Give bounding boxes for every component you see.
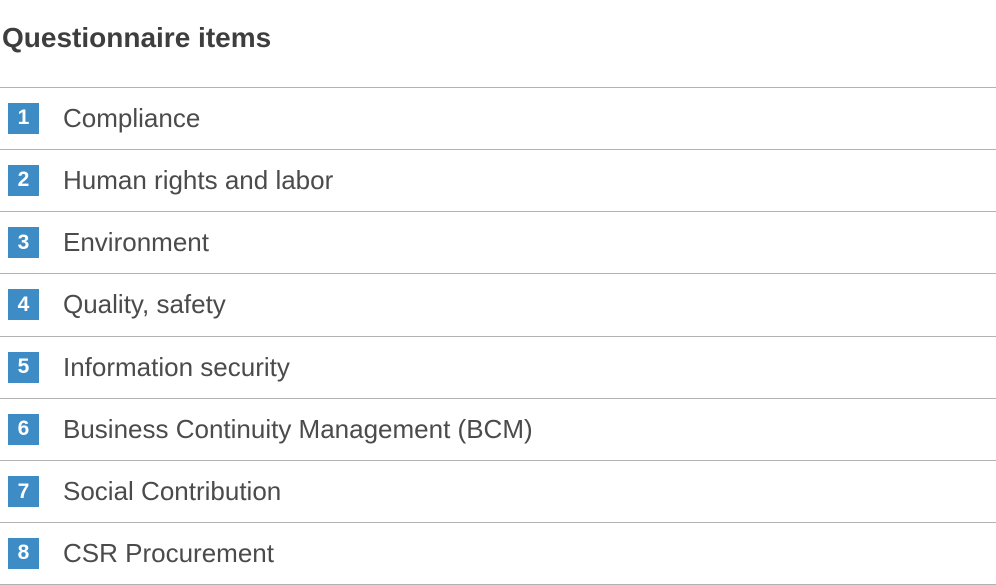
page-title: Questionnaire items	[2, 21, 272, 53]
item-number-badge: 8	[8, 537, 39, 569]
item-number-badge: 3	[8, 227, 39, 259]
list-item: 7 Social Contribution	[0, 460, 996, 522]
item-label: Compliance	[63, 102, 201, 133]
item-label: Environment	[63, 227, 209, 258]
list-item: 1 Compliance	[0, 86, 996, 149]
list-item: 3 Environment	[0, 211, 996, 273]
item-number-badge: 5	[8, 351, 39, 383]
item-number-badge: 4	[8, 289, 39, 321]
item-label: Social Contribution	[63, 476, 282, 507]
list-item: 2 Human rights and labor	[0, 148, 996, 211]
item-label: Information security	[63, 351, 290, 382]
list-item: 5 Information security	[0, 335, 996, 398]
list-item: 4 Quality, safety	[0, 273, 996, 335]
item-label: Business Continuity Management (BCM)	[63, 413, 533, 444]
item-number-badge: 2	[8, 164, 39, 196]
item-label: Quality, safety	[63, 289, 226, 320]
item-number-badge: 6	[8, 413, 39, 445]
item-number-badge: 1	[8, 102, 39, 134]
list-item: 6 Business Continuity Management (BCM)	[0, 397, 996, 460]
questionnaire-list: 1 Compliance 2 Human rights and labor 3 …	[0, 86, 996, 585]
item-label: CSR Procurement	[63, 537, 274, 568]
item-number-badge: 7	[8, 476, 39, 508]
item-label: Human rights and labor	[63, 164, 334, 195]
list-item: 8 CSR Procurement	[0, 522, 996, 585]
